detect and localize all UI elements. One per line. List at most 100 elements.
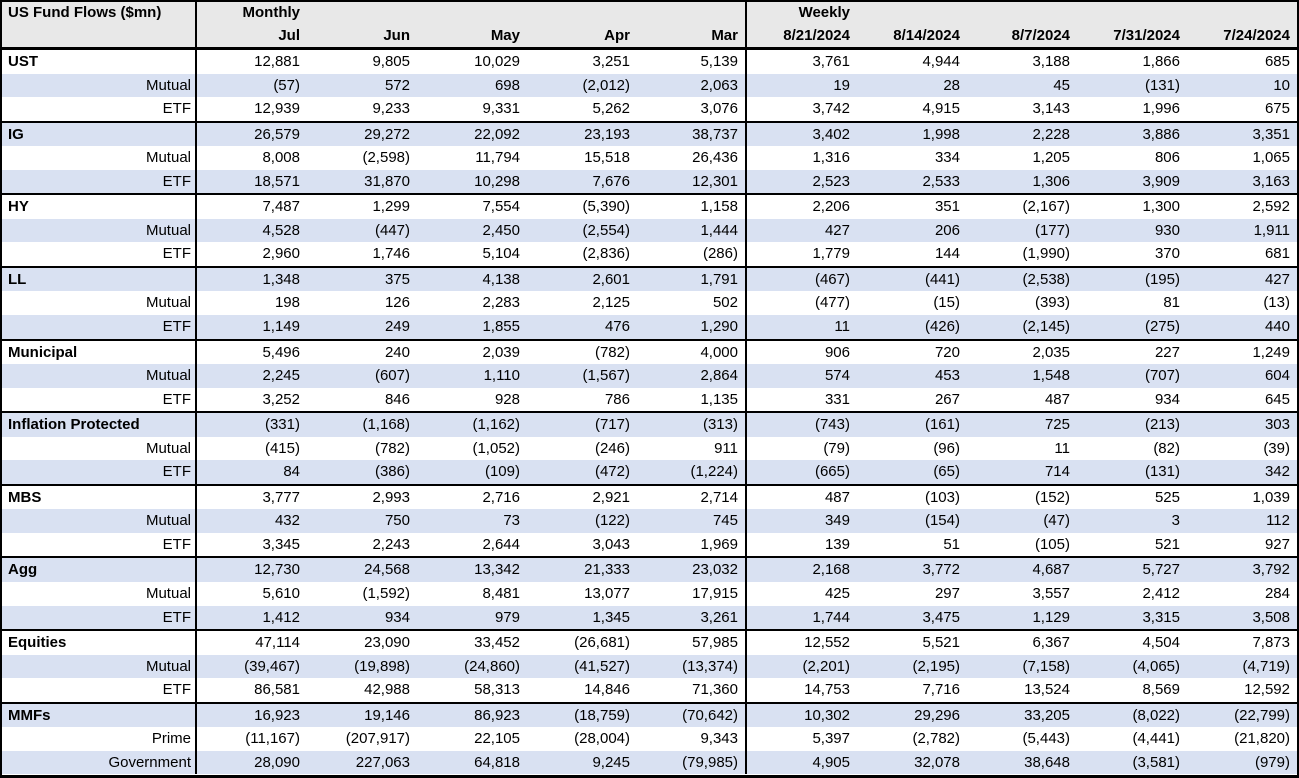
row-label: ETF <box>2 169 197 194</box>
value-cell: (109) <box>484 463 520 481</box>
value-cell: 1,746 <box>372 245 410 263</box>
table-row: Mutual 4,528 (447) 2,450 (2,554) 1,444 427 206 (… <box>2 218 1297 243</box>
value-cell: 9,245 <box>592 753 630 771</box>
value-cell: 1,791 <box>637 267 747 292</box>
row-label: ETF <box>2 605 197 630</box>
value-cell: (782) <box>594 343 630 361</box>
value-cell: 9,233 <box>372 100 410 118</box>
row-label: Mutual <box>2 73 197 98</box>
value-cell: (386) <box>374 463 410 481</box>
value-cell: (152) <box>1034 488 1070 506</box>
value-cell: 432 <box>274 512 300 530</box>
section-header-row: US Fund Flows ($mn) Monthly Weekly <box>2 2 1297 25</box>
value-cell: (2,554) <box>582 221 630 239</box>
value-cell: 425 <box>824 585 850 603</box>
value-cell: 6,367 <box>1032 634 1070 652</box>
value-cell: 1,911 <box>1253 221 1290 239</box>
row-label: Mutual <box>2 146 197 170</box>
value-cell: 8,569 <box>1142 681 1180 699</box>
value-cell: 227 <box>1154 343 1180 361</box>
value-cell: 198 <box>274 294 300 312</box>
table-row: ETF 86,581 42,988 58,313 14,846 71,360 14,753 7… <box>2 678 1297 702</box>
value-cell: 84 <box>283 463 300 481</box>
value-cell: 3,163 <box>1252 172 1290 190</box>
value-cell: 2,864 <box>637 364 747 388</box>
value-cell: 73 <box>503 512 520 530</box>
column-header-week-3: 8/7/2024 <box>1011 26 1070 44</box>
value-cell: (131) <box>1144 76 1180 94</box>
value-cell: 22,105 <box>474 730 520 748</box>
value-cell: 18,571 <box>254 172 300 190</box>
value-cell: 29,272 <box>364 125 410 143</box>
row-label: Mutual <box>2 218 197 243</box>
value-cell: (743) <box>814 416 850 434</box>
value-cell: 334 <box>934 149 960 167</box>
value-cell: 906 <box>824 343 850 361</box>
value-cell: 725 <box>1044 416 1070 434</box>
value-cell: 21,333 <box>584 561 630 579</box>
value-cell: 64,818 <box>474 753 520 771</box>
value-cell: 1,300 <box>1142 198 1180 216</box>
value-cell: (57) <box>273 76 300 94</box>
value-cell: 47,114 <box>255 634 300 652</box>
value-cell: (426) <box>924 318 960 336</box>
value-cell: 453 <box>934 367 960 385</box>
table-row: ETF 1,149 249 1,855 476 1,290 11 (426) (2,145) (2… <box>2 315 1297 339</box>
table-row: Agg 12,730 24,568 13,342 21,333 23,032 2,168 3,… <box>2 558 1297 583</box>
value-cell: 720 <box>934 343 960 361</box>
value-cell: 10,298 <box>474 172 520 190</box>
value-cell: 12,730 <box>254 561 300 579</box>
value-cell: (2,538) <box>1022 270 1070 288</box>
value-cell: (18,759) <box>574 706 630 724</box>
value-cell: 2,243 <box>372 535 410 553</box>
value-cell: 487 <box>824 488 850 506</box>
value-cell: (22,799) <box>1234 706 1290 724</box>
value-cell: 9,343 <box>637 727 747 751</box>
table-row: Mutual 5,610 (1,592) 8,481 13,077 17,915 425 29… <box>2 582 1297 606</box>
value-cell: 26,436 <box>637 146 747 170</box>
table-row: ETF 3,252 846 928 786 1,135 331 267 487 934 645 <box>2 387 1297 412</box>
value-cell: (15) <box>933 294 960 312</box>
value-cell: (207,917) <box>345 730 410 748</box>
row-label: IG <box>2 122 197 147</box>
value-cell: (2,836) <box>582 245 630 263</box>
value-cell: (195) <box>1144 270 1180 288</box>
value-cell: 5,521 <box>922 634 960 652</box>
value-cell: 126 <box>384 294 410 312</box>
column-header-week-2: 8/14/2024 <box>893 26 960 44</box>
value-cell: (1,168) <box>362 416 410 434</box>
value-cell: 2,168 <box>812 561 850 579</box>
value-cell: 2,533 <box>922 172 960 190</box>
value-cell: 206 <box>934 221 960 239</box>
group-equities: Equities 47,114 23,090 33,452 (26,681) 57,985… <box>2 629 1297 702</box>
value-cell: (65) <box>933 463 960 481</box>
value-cell: 1,998 <box>922 125 960 143</box>
value-cell: 26,579 <box>254 125 300 143</box>
value-cell: (13) <box>1263 294 1290 312</box>
value-cell: 38,648 <box>1024 753 1070 771</box>
value-cell: 3,345 <box>262 535 300 553</box>
row-label: ETF <box>2 387 197 412</box>
group-agg: Agg 12,730 24,568 13,342 21,333 23,032 2,168 3,… <box>2 556 1297 630</box>
value-cell: 22,092 <box>474 125 520 143</box>
header-spacer <box>967 2 1077 25</box>
value-cell: 2,035 <box>1032 343 1070 361</box>
value-cell: 13,342 <box>474 561 520 579</box>
value-cell: 32,078 <box>914 753 960 771</box>
group-municipal: Municipal 5,496 240 2,039 (782) 4,000 906 720 2,… <box>2 338 1297 412</box>
row-label: Equities <box>2 631 197 655</box>
value-cell: 3,076 <box>637 97 747 121</box>
value-cell: (467) <box>814 270 850 288</box>
table-row: ETF 12,939 9,233 9,331 5,262 3,076 3,742 4,915 3… <box>2 97 1297 121</box>
value-cell: 57,985 <box>637 631 747 655</box>
row-label: Government <box>2 750 197 775</box>
table-row: Mutual 198 126 2,283 2,125 502 (477) (15) (393) 8… <box>2 291 1297 316</box>
value-cell: 750 <box>384 512 410 530</box>
row-label: UST <box>2 50 197 74</box>
value-cell: (47) <box>1043 512 1070 530</box>
row-label: Mutual <box>2 509 197 533</box>
value-cell: 1,065 <box>1252 149 1290 167</box>
value-cell: 12,881 <box>254 53 300 70</box>
value-cell: 3,557 <box>1032 585 1070 603</box>
value-cell: 3,188 <box>1032 53 1070 70</box>
